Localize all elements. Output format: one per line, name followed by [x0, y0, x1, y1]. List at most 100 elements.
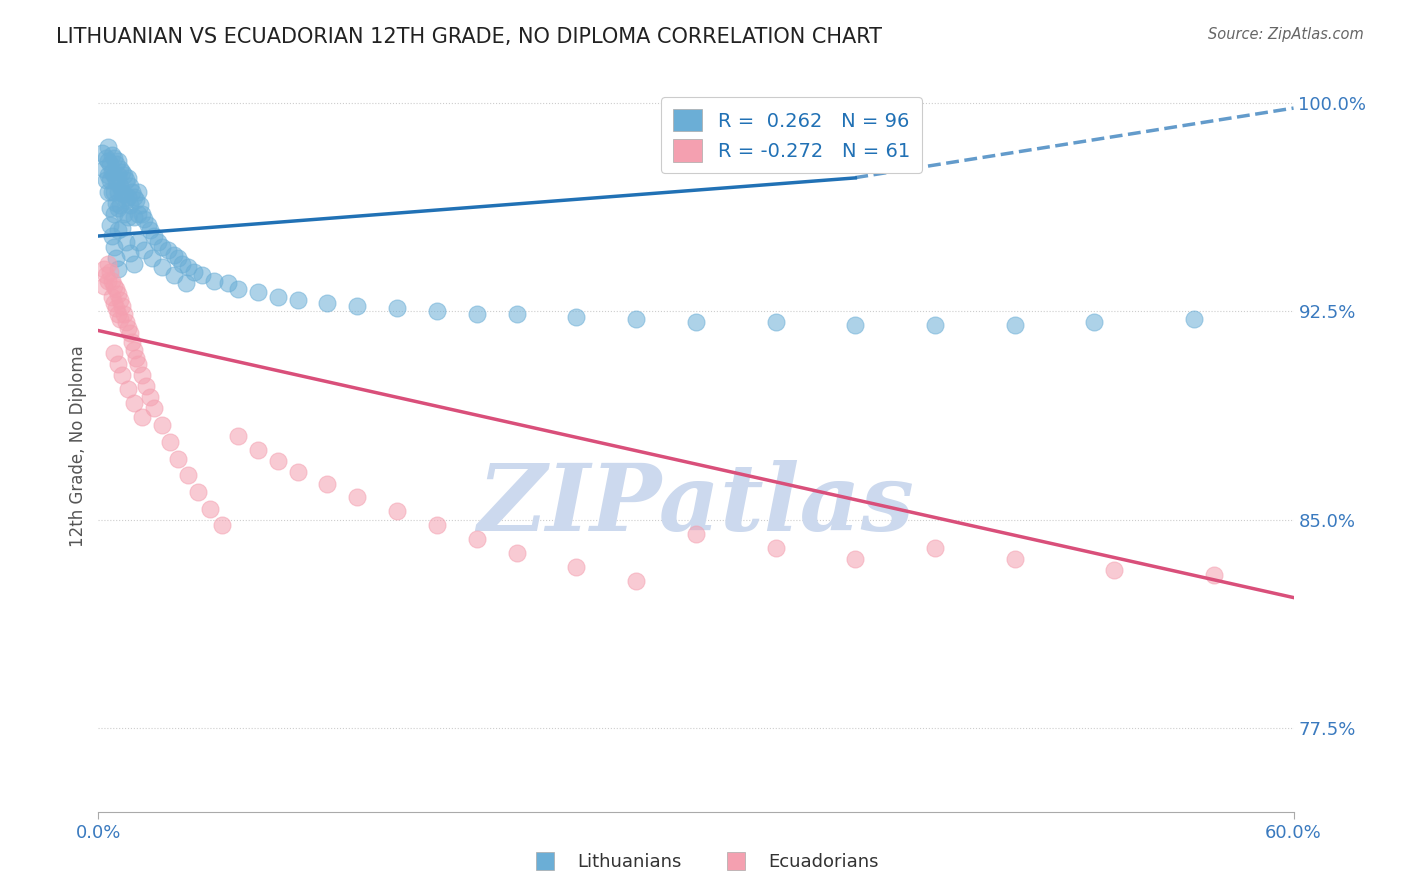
Point — [131, 409, 153, 424]
Point — [107, 168, 129, 182]
Point — [127, 207, 149, 221]
Point — [124, 257, 146, 271]
Point — [105, 195, 128, 210]
Point — [685, 526, 707, 541]
Point — [191, 268, 214, 282]
Point — [117, 170, 139, 185]
Point — [844, 551, 866, 566]
Text: LITHUANIAN VS ECUADORIAN 12TH GRADE, NO DIPLOMA CORRELATION CHART: LITHUANIAN VS ECUADORIAN 12TH GRADE, NO … — [56, 27, 882, 46]
Point — [103, 295, 125, 310]
Point — [112, 168, 135, 182]
Point — [117, 190, 139, 204]
Point — [163, 248, 186, 262]
Point — [112, 207, 135, 221]
Point — [115, 173, 138, 187]
Point — [187, 484, 209, 499]
Point — [226, 429, 249, 443]
Point — [1004, 551, 1026, 566]
Point — [217, 277, 239, 291]
Point — [96, 173, 118, 187]
Point — [124, 190, 146, 204]
Point — [426, 304, 449, 318]
Point — [107, 223, 129, 237]
Point — [287, 466, 309, 480]
Point — [101, 148, 124, 162]
Point — [103, 346, 125, 360]
Point — [107, 357, 129, 371]
Point — [101, 290, 124, 304]
Point — [1182, 312, 1205, 326]
Point — [172, 257, 194, 271]
Point — [105, 157, 128, 171]
Point — [844, 318, 866, 332]
Point — [125, 193, 148, 207]
Point — [103, 207, 125, 221]
Point — [111, 220, 134, 235]
Point — [105, 252, 128, 266]
Point — [226, 282, 249, 296]
Point — [115, 315, 138, 329]
Point — [506, 307, 529, 321]
Point — [115, 235, 138, 249]
Text: ZIPatlas: ZIPatlas — [478, 459, 914, 549]
Point — [105, 173, 128, 187]
Point — [117, 382, 139, 396]
Point — [626, 574, 648, 588]
Point — [136, 218, 159, 232]
Point — [107, 287, 129, 301]
Point — [385, 301, 409, 316]
Legend: R =  0.262   N = 96, R = -0.272   N = 61: R = 0.262 N = 96, R = -0.272 N = 61 — [661, 97, 922, 173]
Point — [98, 201, 122, 215]
Point — [177, 468, 200, 483]
Point — [626, 312, 648, 326]
Point — [565, 310, 588, 324]
Point — [1104, 563, 1126, 577]
Point — [110, 312, 132, 326]
Point — [93, 262, 115, 277]
Point — [565, 560, 588, 574]
Point — [91, 145, 114, 160]
Point — [96, 268, 118, 282]
Text: Source: ZipAtlas.com: Source: ZipAtlas.com — [1208, 27, 1364, 42]
Point — [111, 185, 134, 199]
Point — [101, 273, 124, 287]
Point — [1202, 568, 1225, 582]
Point — [107, 307, 129, 321]
Point — [157, 243, 180, 257]
Point — [120, 198, 142, 212]
Point — [103, 185, 125, 199]
Point — [150, 418, 173, 433]
Point — [163, 268, 186, 282]
Point — [127, 185, 149, 199]
Point — [115, 193, 138, 207]
Point — [385, 504, 409, 518]
Point — [125, 351, 148, 366]
Point — [103, 151, 125, 165]
Point — [124, 343, 146, 357]
Point — [97, 257, 120, 271]
Point — [107, 185, 129, 199]
Point — [924, 318, 946, 332]
Legend: Lithuanians, Ecuadorians: Lithuanians, Ecuadorians — [520, 847, 886, 879]
Point — [246, 443, 269, 458]
Point — [346, 491, 368, 505]
Point — [924, 541, 946, 555]
Point — [267, 454, 290, 468]
Point — [124, 396, 146, 410]
Point — [177, 260, 200, 274]
Point — [97, 140, 120, 154]
Point — [101, 165, 124, 179]
Point — [110, 198, 132, 212]
Point — [97, 168, 120, 182]
Y-axis label: 12th Grade, No Diploma: 12th Grade, No Diploma — [69, 345, 87, 547]
Point — [117, 320, 139, 334]
Point — [143, 229, 166, 244]
Point — [506, 546, 529, 560]
Point — [143, 401, 166, 416]
Point — [167, 252, 190, 266]
Point — [1004, 318, 1026, 332]
Point — [124, 210, 146, 224]
Point — [167, 451, 190, 466]
Point — [105, 282, 128, 296]
Point — [111, 299, 134, 313]
